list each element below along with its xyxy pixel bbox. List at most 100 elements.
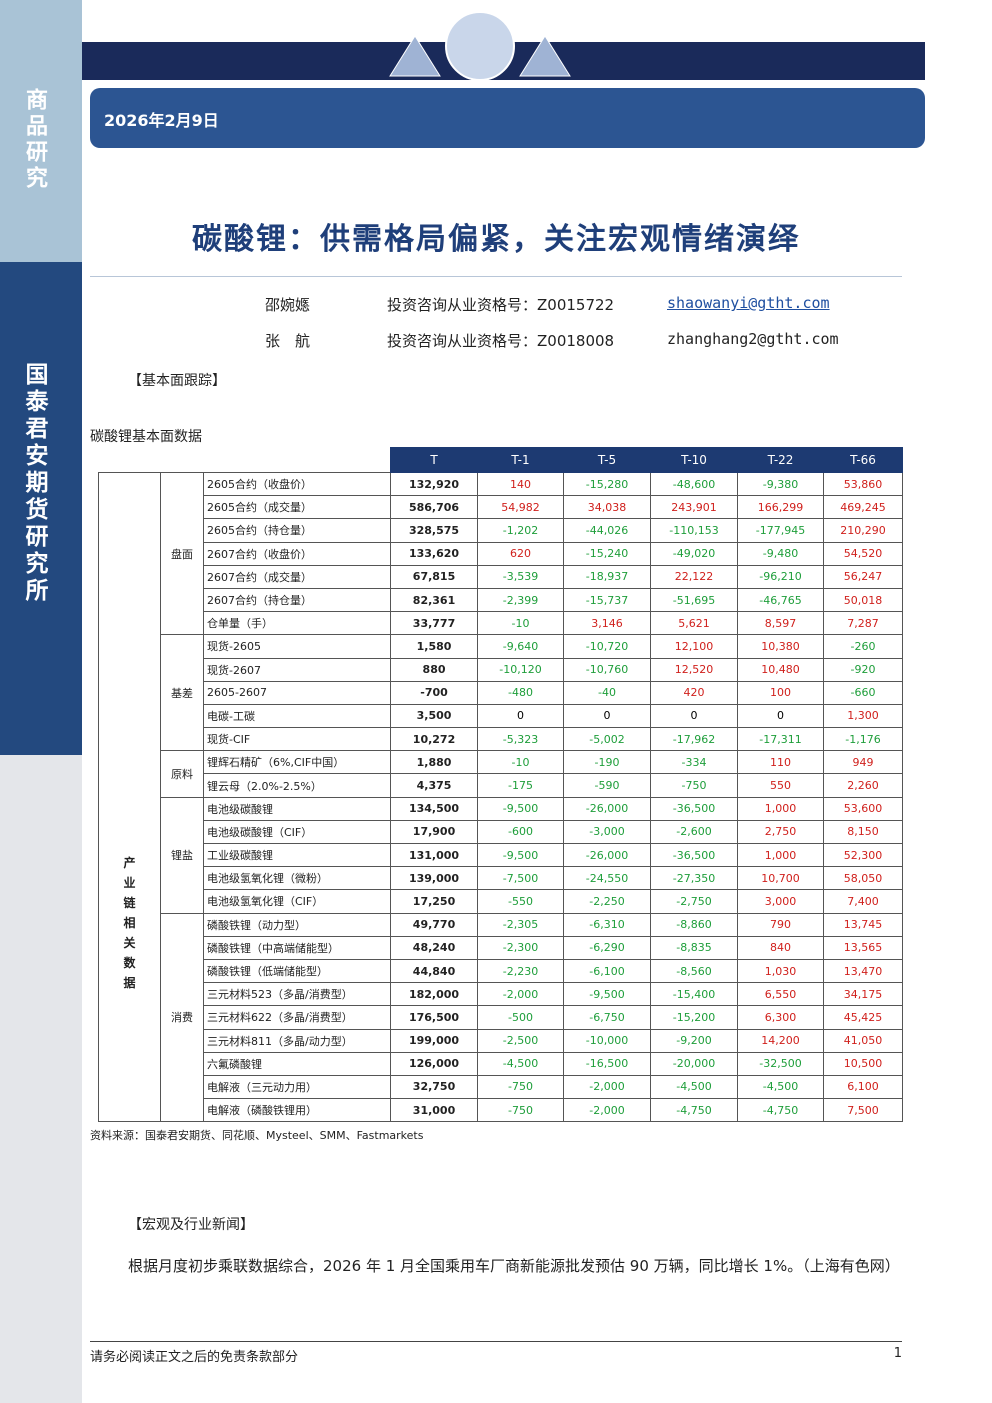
cell-value: 620 [477,541,565,566]
data-row: 电池级碳酸锂（CIF） 17,900 -600 -3,000 -2,600 2,750 8,… [99,819,904,845]
cell-value: 14,200 [737,1028,825,1053]
cell-value: 10,480 [737,657,825,682]
column-header: T-22 [737,447,825,473]
cell-value: 880 [390,657,479,682]
row-label: 磷酸铁锂（中高端储能型） [202,935,392,960]
cell-value: 1,030 [737,958,825,984]
cell-value: 176,500 [390,1005,479,1030]
cell-value: 48,240 [390,935,479,960]
cell-value: -15,737 [563,587,652,613]
row-label: 现货-2607 [202,657,392,682]
table-caption: 碳酸锂基本面数据 [90,429,202,445]
cell-value: 54,520 [823,541,904,566]
data-row: 三元材料622（多晶/消费型） 176,500 -500 -6,750 -15,200 6… [99,1005,904,1030]
cell-value: 949 [823,750,904,775]
data-row: 2607合约（成交量） 67,815 -3,539 -18,937 22,122 -96,… [99,564,904,589]
data-row: 2605合约（成交量） 586,706 54,982 34,038 243,901 166… [99,495,904,520]
cell-value: -5,002 [563,727,652,752]
cell-value: 328,575 [390,518,479,543]
cell-value: 140 [477,471,565,497]
section-heading: 【宏观及行业新闻】 [128,1217,254,1233]
cell-value: -2,000 [563,1098,652,1123]
data-row: 磷酸铁锂（中高端储能型） 48,240 -2,300 -6,290 -8,835 840 1… [99,935,904,960]
cell-value: -10,760 [563,657,652,682]
date-box: 2026年2月9日 [90,88,925,148]
cell-value: -190 [563,750,652,775]
data-row: 六氟磷酸锂 126,000 -4,500 -16,500 -20,000 -32,500 1… [99,1051,904,1076]
cell-value: -8,835 [650,935,739,960]
row-label: 工业级碳酸锂 [202,842,392,868]
cell-value: -48,600 [650,471,739,497]
column-header: T-1 [477,447,565,473]
row-label: 2607合约（成交量） [202,564,392,589]
cell-value: 3,000 [737,889,825,914]
cell-value: 6,300 [737,1005,825,1030]
cell-value: 10,500 [823,1051,904,1076]
cell-value: -4,500 [477,1051,565,1076]
row-label: 2607合约（收盘价） [202,541,392,566]
row-label: 电池级氢氧化锂（微粉） [202,866,392,891]
data-row: 2607合约（持仓量） 82,361 -2,399 -15,737 -51,695 -46… [99,587,904,613]
row-label: 2607合约（持仓量） [202,587,392,613]
cell-value: -6,100 [563,958,652,984]
data-row: 电解液（磷酸铁锂用） 31,000 -750 -2,000 -4,750 -4,750 7,… [99,1098,904,1123]
row-label: 磷酸铁锂（低端储能型） [202,958,392,984]
cell-value: -750 [477,1098,565,1123]
cell-value: -9,640 [477,634,565,659]
cell-value: -10 [477,750,565,775]
cell-value: -480 [477,680,565,705]
cell-value: -660 [823,680,904,705]
row-label: 电解液（磷酸铁锂用） [202,1098,392,1123]
cell-value: -17,311 [737,727,825,752]
section-label: 基差 [160,634,204,752]
section-label: 原料 [160,750,204,798]
cell-value: 1,580 [390,634,479,659]
cell-value: 4,375 [390,773,479,798]
cell-value: -16,500 [563,1051,652,1076]
page-number: 1 [893,1346,902,1361]
cell-value: -2,600 [650,819,739,845]
row-label: 现货-2605 [202,634,392,659]
sidebar-top-text: 商品研究 [22,88,47,192]
cell-value: -4,500 [737,1074,825,1100]
author-email: shaowanyi@gtht.com [667,294,830,312]
cell-value: -15,200 [650,1005,739,1030]
cell-value: -590 [563,773,652,798]
cell-value: 586,706 [390,495,479,520]
cell-value: 22,122 [650,564,739,589]
cell-value: 31,000 [390,1098,479,1123]
author-email: zhanghang2@gtht.com [667,330,839,348]
cell-value: 10,272 [390,727,479,752]
cell-value: -9,500 [477,842,565,868]
cell-value: 49,770 [390,912,479,937]
cell-value: 82,361 [390,587,479,613]
sidebar-bottom-text: 国泰君安期货研究所 [21,362,47,605]
cell-value: -44,026 [563,518,652,543]
cell-value: -700 [390,680,479,705]
cell-value: -550 [477,889,565,914]
cell-value: -8,860 [650,912,739,937]
cell-value: -750 [477,1074,565,1100]
cell-value: -2,000 [563,1074,652,1100]
cell-value: 13,470 [823,958,904,984]
data-row: 电碳-工碳 3,500 0 0 0 0 1,300 [99,703,904,729]
row-label: 电池级碳酸锂 [202,796,392,821]
data-row: 2605-2607 -700 -480 -40 420 100 -660 [99,680,904,705]
cell-value: 790 [737,912,825,937]
cell-value: -32,500 [737,1051,825,1076]
group-label: 产业链相关数据 [98,471,161,1123]
cell-value: 34,175 [823,982,904,1007]
row-label: 现货-CIF [202,727,392,752]
author-name: 邵婉嫕 [265,296,311,314]
data-table: T T-1 T-5 T-10 T-22 T-66 产业链相关数据 盘面 2605合约（收盘价） 1… [98,447,904,1123]
row-label: 六氟磷酸锂 [202,1051,392,1076]
cell-value: -177,945 [737,518,825,543]
row-label: 三元材料622（多晶/消费型） [202,1005,392,1030]
cell-value: -8,560 [650,958,739,984]
cell-value: -920 [823,657,904,682]
cell-value: 12,520 [650,657,739,682]
data-row: 电池级氢氧化锂（微粉） 139,000 -7,500 -24,550 -27,350 10… [99,866,904,891]
column-header: T-5 [563,447,652,473]
cell-value: -15,280 [563,471,652,497]
data-row: 基差 现货-2605 1,580 -9,640 -10,720 12,100 10,380-… [99,634,904,752]
